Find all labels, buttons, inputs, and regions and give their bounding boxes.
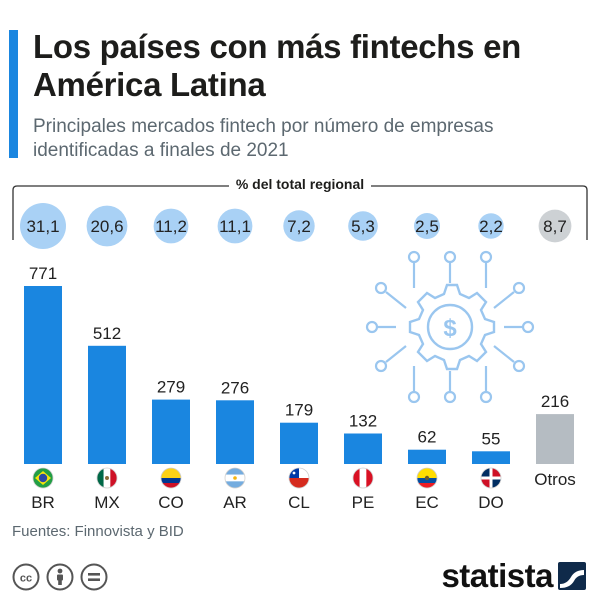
statista-brand[interactable]: statista <box>441 556 586 596</box>
share-label-cl: 7,2 <box>287 217 311 236</box>
accent-bar <box>9 30 18 158</box>
cc-icon[interactable]: cc <box>12 563 40 591</box>
svg-text:$: $ <box>443 315 457 342</box>
share-label-ec: 2,5 <box>415 217 439 236</box>
share-circle-br <box>20 203 66 249</box>
svg-text:cc: cc <box>20 573 32 585</box>
percent-header-label: % del total regional <box>228 175 372 193</box>
bar-value-co: 279 <box>157 378 185 397</box>
chile-flag-icon <box>288 467 310 489</box>
license-icons: cc <box>12 563 108 591</box>
brazil-flag-icon <box>32 467 54 489</box>
peru-flag-icon <box>352 467 374 489</box>
bar-do <box>472 451 510 464</box>
percent-header: % del total regional <box>0 175 600 194</box>
bar-value-pe: 132 <box>349 412 377 431</box>
category-label-otros: Otros <box>534 470 576 489</box>
share-circle-ar <box>217 208 253 244</box>
argentina-flag-icon <box>224 467 246 489</box>
bar-value-cl: 179 <box>285 401 313 420</box>
source-note: Fuentes: Finnovista y BID <box>12 523 184 540</box>
bar-pe <box>344 433 382 464</box>
share-label-do: 2,2 <box>479 217 503 236</box>
category-label-mx: MX <box>94 493 120 512</box>
share-label-otros: 8,7 <box>543 217 567 236</box>
category-label-pe: PE <box>352 493 375 512</box>
bar-value-br: 771 <box>29 264 57 283</box>
bar-otros <box>536 414 574 464</box>
category-label-do: DO <box>478 493 504 512</box>
bar-value-do: 55 <box>482 429 501 448</box>
share-label-mx: 20,6 <box>90 217 123 236</box>
share-circle-co <box>153 208 189 244</box>
share-circle-pe <box>348 211 378 241</box>
share-label-br: 31,1 <box>26 217 59 236</box>
dominican-republic-flag-icon <box>480 467 502 489</box>
bar-value-otros: 216 <box>541 392 569 411</box>
category-label-co: CO <box>158 493 184 512</box>
share-circle-otros <box>538 209 572 243</box>
bar-value-ar: 276 <box>221 378 249 397</box>
bar-br <box>24 286 62 464</box>
chart-title: Los países con más fintechs en América L… <box>33 28 521 103</box>
bar-value-mx: 512 <box>93 324 121 343</box>
category-label-ec: EC <box>415 493 439 512</box>
share-circle-mx <box>86 205 128 247</box>
bar-co <box>152 399 190 464</box>
bar-value-ec: 62 <box>418 428 437 447</box>
category-label-br: BR <box>31 493 55 512</box>
no-derivatives-icon[interactable] <box>80 563 108 591</box>
bar-ec <box>408 449 446 464</box>
colombia-flag-icon <box>160 467 182 489</box>
bar-mx <box>88 345 126 464</box>
attribution-icon[interactable] <box>46 563 74 591</box>
bar-cl <box>280 422 318 464</box>
share-circle-do <box>478 213 504 239</box>
share-circle-cl <box>283 210 315 242</box>
statista-logo-icon <box>558 562 586 590</box>
share-label-ar: 11,1 <box>219 217 251 236</box>
mexico-flag-icon <box>96 467 118 489</box>
ecuador-flag-icon <box>416 467 438 489</box>
share-label-pe: 5,3 <box>351 217 375 236</box>
category-label-cl: CL <box>288 493 310 512</box>
bar-ar <box>216 400 254 464</box>
category-label-ar: AR <box>223 493 247 512</box>
chart-subtitle: Principales mercados fintech por número … <box>33 116 494 161</box>
share-label-co: 11,2 <box>155 217 187 236</box>
brand-name: statista <box>441 557 553 594</box>
share-circle-ec <box>414 213 440 239</box>
